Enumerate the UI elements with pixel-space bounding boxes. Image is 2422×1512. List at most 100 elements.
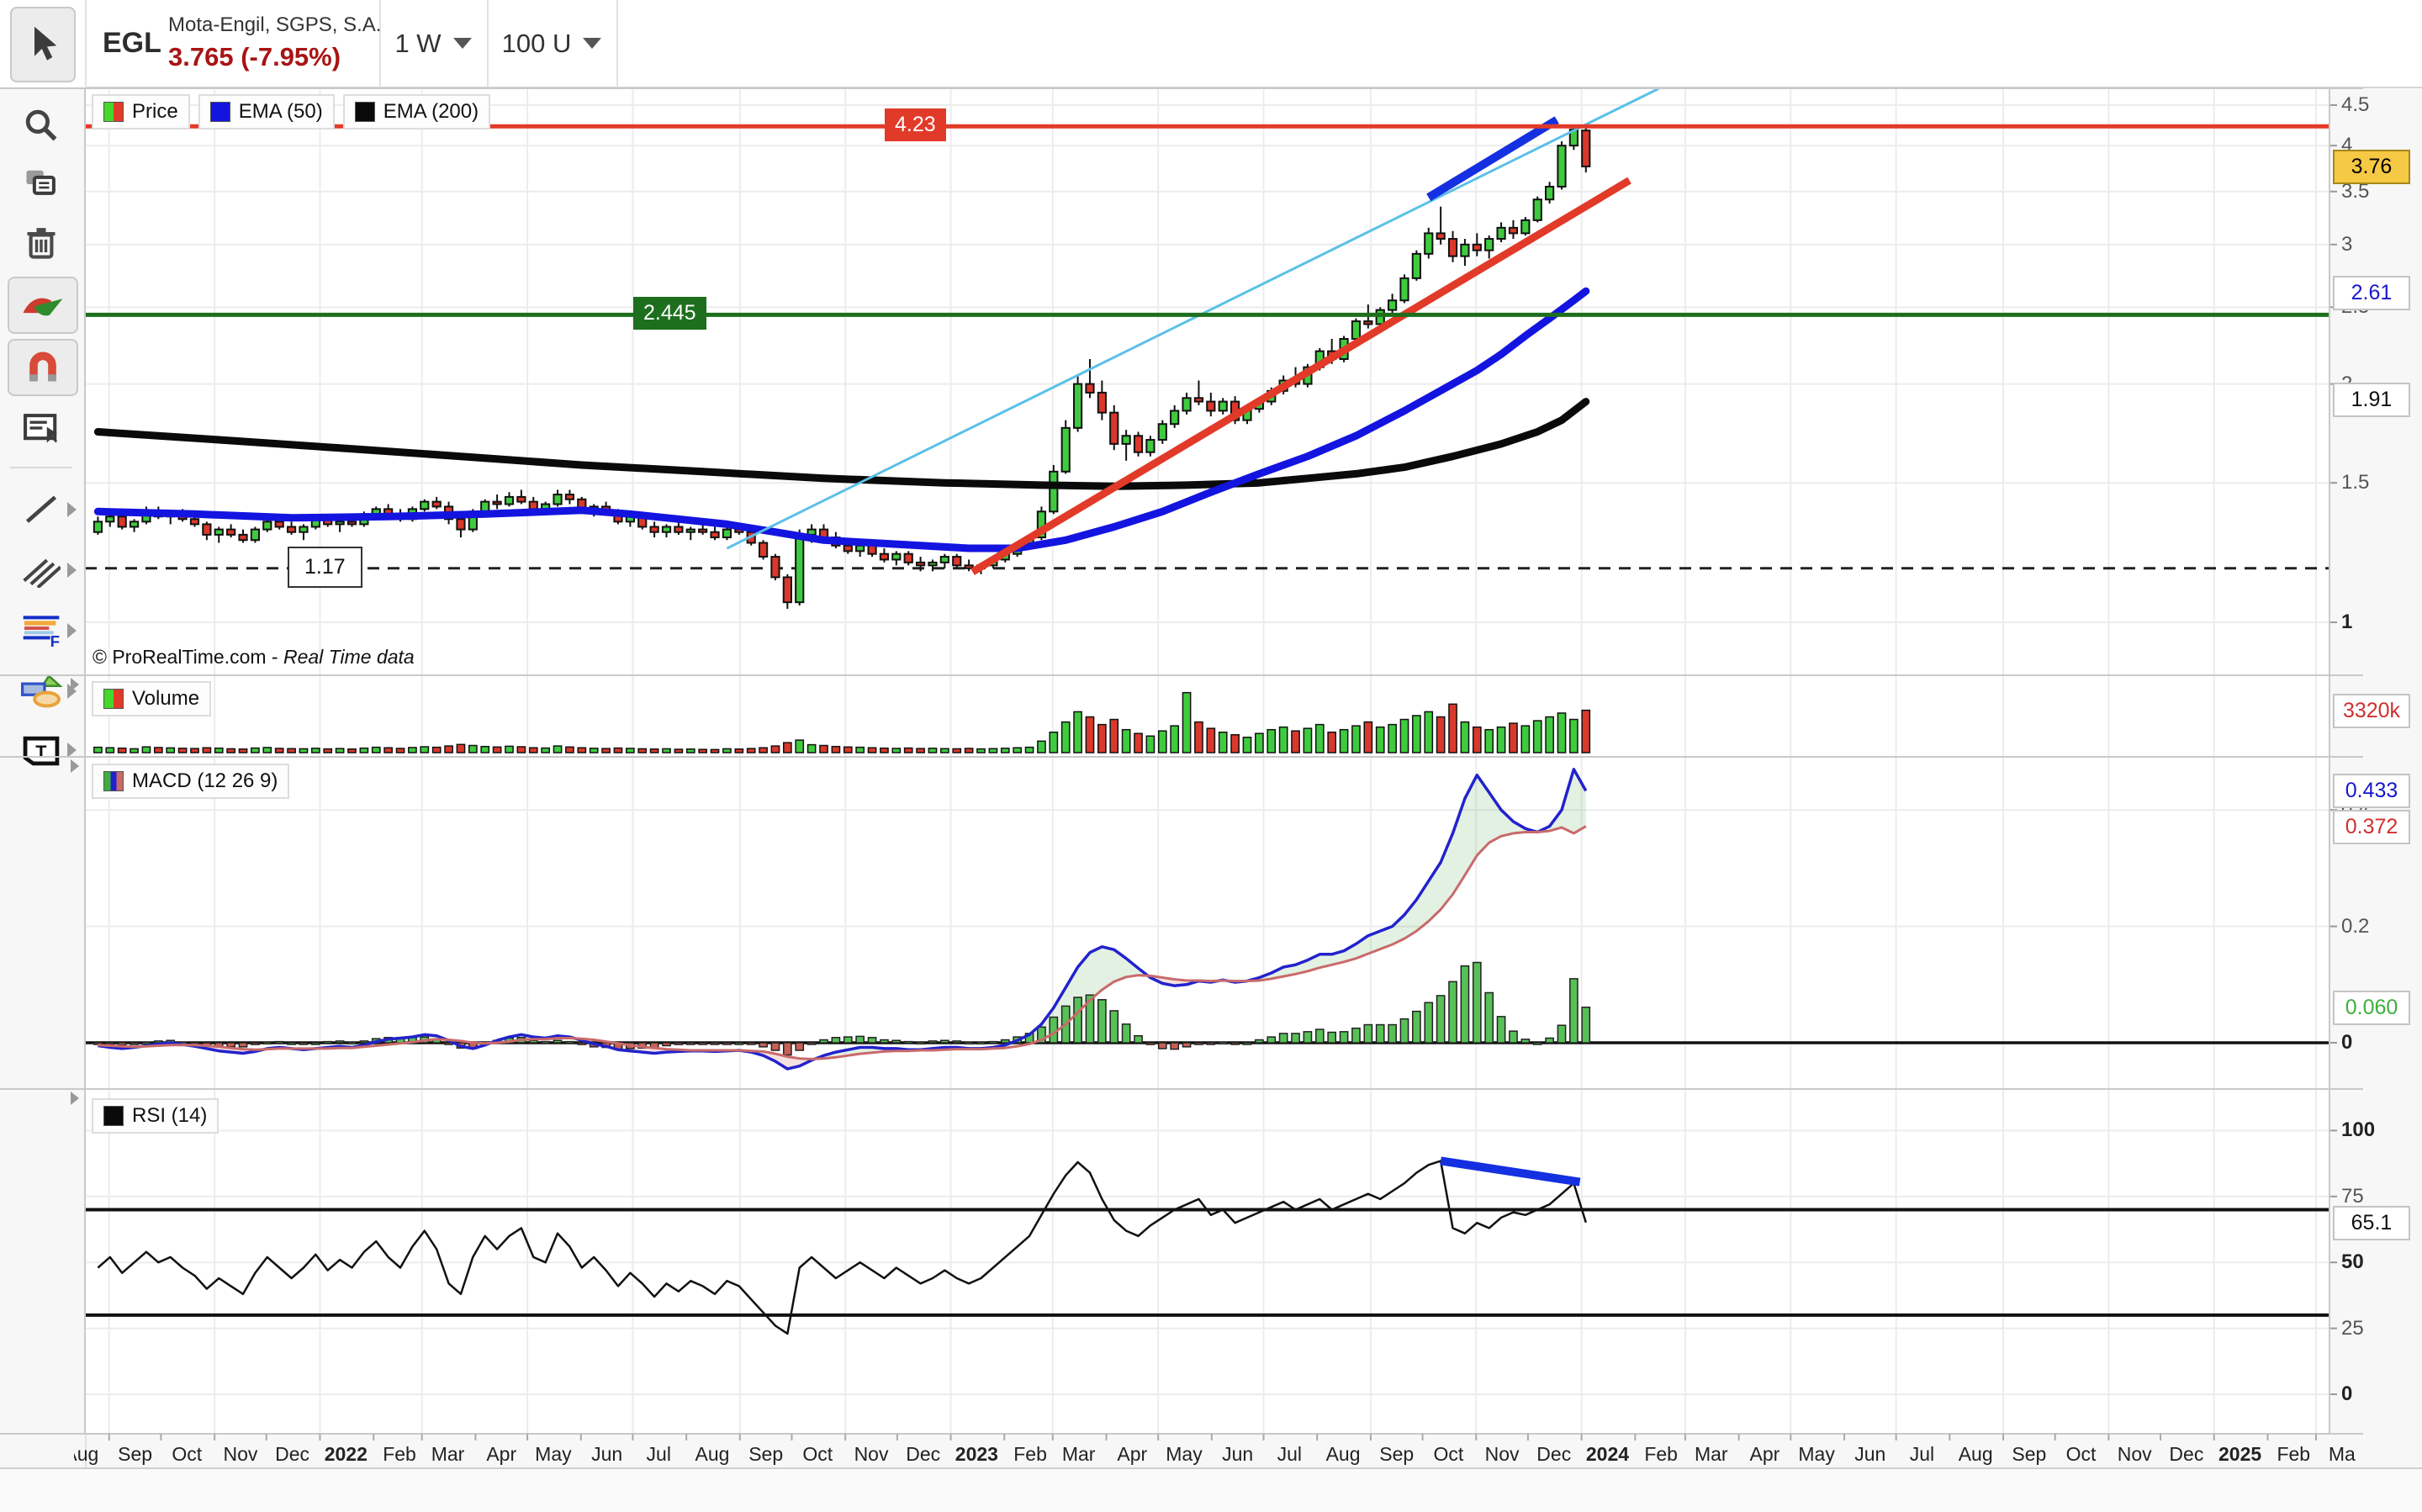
svg-text:Jul: Jul [1277,1443,1302,1465]
svg-text:2023: 2023 [955,1443,998,1465]
magnet-mode-button[interactable] [8,339,78,396]
svg-text:2024: 2024 [1586,1443,1629,1465]
svg-text:May: May [1166,1443,1203,1465]
rsi-value-box: 65.1 [2333,1205,2410,1240]
header-divider [487,0,489,87]
svg-text:Dec: Dec [1536,1443,1571,1465]
level-label-4.23[interactable]: 4.23 [885,108,946,142]
volume-legend[interactable]: Volume [92,681,212,716]
svg-text:Mar: Mar [1062,1443,1096,1465]
svg-text:Aug: Aug [1959,1443,1993,1465]
symbol-name[interactable]: Mota-Engil, SGPS, S.A. [168,13,382,36]
svg-text:Aug: Aug [695,1443,729,1465]
duplicate-tool-button[interactable] [8,157,75,211]
svg-text:May: May [535,1443,572,1465]
price-legend[interactable]: Price [92,94,190,130]
svg-text:Sep: Sep [2012,1443,2046,1465]
svg-text:Mar: Mar [431,1443,465,1465]
svg-text:Nov: Nov [2118,1443,2152,1465]
svg-text:Sep: Sep [1379,1443,1414,1465]
prorealtime-logo-icon [23,298,63,316]
submenu-arrow-icon[interactable] [67,623,77,638]
price-axis-tick: 4.5 [2341,93,2370,116]
ema200-legend[interactable]: EMA (200) [342,94,491,130]
trendline-icon [25,495,57,523]
cursor-icon [34,26,57,61]
pane-collapse-arrow-icon[interactable] [71,759,79,773]
submenu-arrow-icon[interactable] [67,563,77,578]
bottom-toolbar: Indicators ? [0,1467,2422,1512]
units-select[interactable]: 100 U [487,0,616,87]
submenu-arrow-icon[interactable] [67,502,77,517]
volume-legend-label: Volume [132,687,200,710]
svg-text:Oct: Oct [1434,1443,1464,1465]
pane-collapse-arrow-icon[interactable] [71,678,79,691]
ema200-legend-label: EMA (200) [383,100,479,123]
level-label-1.17[interactable]: 1.17 [288,546,362,588]
price-swatch-icon [103,102,124,122]
shapes-tool-button[interactable] [8,663,75,717]
pane-collapse-arrow-icon[interactable] [71,1092,79,1105]
svg-text:Apr: Apr [486,1443,516,1465]
trendline-tool-button[interactable] [8,482,75,536]
submenu-arrow-icon[interactable] [67,684,77,699]
svg-text:Aug: Aug [64,1443,98,1465]
time-axis[interactable] [0,1434,2422,1467]
svg-text:Oct: Oct [2066,1443,2097,1465]
fibonacci-tool-button[interactable]: F [8,603,75,657]
parallel-lines-tool-button[interactable] [8,542,75,596]
macd-legend-row: MACD (12 26 9) [92,764,290,799]
svg-text:Apr: Apr [1117,1443,1147,1465]
symbol-price-change: 3.765 (-7.95%) [168,42,341,71]
ema50-swatch-icon [209,102,230,122]
shapes-icon [20,674,62,708]
level-label-2.445[interactable]: 2.445 [633,297,706,330]
macd-value-box: 0.060 [2333,991,2410,1026]
svg-text:F: F [50,632,60,648]
volume-value-box: 3320k [2333,693,2410,728]
macd-legend[interactable]: MACD (12 26 9) [92,764,290,799]
delete-tool-button[interactable] [8,216,75,270]
ema50-legend-label: EMA (50) [238,100,323,123]
rsi-legend-label: RSI (14) [132,1104,208,1127]
trash-icon [27,228,56,259]
svg-text:Aug: Aug [1326,1443,1361,1465]
rsi-axis-tick: 0 [2341,1382,2353,1405]
price-value-box: 1.91 [2333,383,2410,418]
header-divider [379,0,381,87]
price-value-box: 2.61 [2333,275,2410,310]
svg-text:Nov: Nov [1485,1443,1520,1465]
rsi-legend[interactable]: RSI (14) [92,1098,219,1134]
rsi-swatch-icon [103,1106,124,1126]
prorealtime-logo-button[interactable] [8,277,78,334]
header-divider [616,0,618,87]
chevron-down-icon [583,38,602,49]
timeframe-select[interactable]: 1 W [379,0,487,87]
rsi-axis-tick: 75 [2341,1184,2364,1208]
copyright-text: © ProRealTime.com - Real Time data [93,646,415,668]
svg-text:Oct: Oct [172,1443,202,1465]
parallel-lines-icon [23,558,61,588]
svg-text:Feb: Feb [2277,1443,2310,1465]
note-icon [24,414,57,443]
svg-text:Jul: Jul [1910,1443,1934,1465]
price-value-box: 3.76 [2333,149,2410,184]
symbol-ticker[interactable]: EGL [103,27,161,59]
svg-text:Dec: Dec [906,1443,940,1465]
ema50-legend[interactable]: EMA (50) [198,94,335,130]
svg-text:Apr: Apr [1750,1443,1780,1465]
header-divider [85,0,87,87]
svg-text:Jul: Jul [647,1443,671,1465]
zoom-tool-button[interactable] [8,98,75,152]
cursor-tool-button[interactable] [10,7,76,82]
volume-legend-row: Volume [92,681,212,716]
notes-tool-button[interactable] [8,401,75,455]
rsi-axis-tick: 25 [2341,1316,2364,1340]
macd-value-box: 0.433 [2333,774,2410,809]
timeframe-value: 1 W [394,28,442,58]
macd-swatch-icon [103,771,124,791]
svg-text:Jun: Jun [1222,1443,1253,1465]
price-axis-tick: 1 [2341,611,2353,633]
submenu-arrow-icon[interactable] [67,743,77,758]
